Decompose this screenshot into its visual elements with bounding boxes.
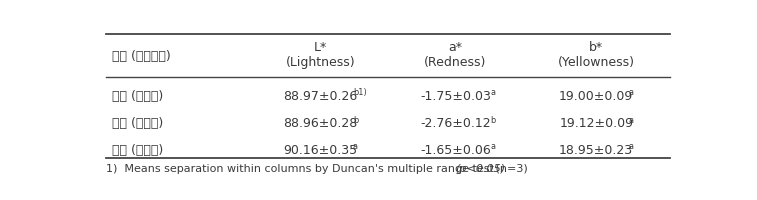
Text: 19.00±0.09: 19.00±0.09 xyxy=(559,90,634,103)
Text: (Lightness): (Lightness) xyxy=(285,56,355,69)
Text: 지역 (재배방법): 지역 (재배방법) xyxy=(112,50,171,63)
Text: a: a xyxy=(628,141,634,150)
Text: b1): b1) xyxy=(353,88,366,97)
Text: -1.65±0.06: -1.65±0.06 xyxy=(420,143,491,156)
Text: 88.96±0.28: 88.96±0.28 xyxy=(283,117,357,130)
Text: a: a xyxy=(628,88,634,97)
Text: 18.95±0.23: 18.95±0.23 xyxy=(559,143,634,156)
Text: 88.97±0.26: 88.97±0.26 xyxy=(283,90,357,103)
Text: (Redness): (Redness) xyxy=(424,56,487,69)
Text: (Yellowness): (Yellowness) xyxy=(558,56,634,69)
Text: a: a xyxy=(353,141,358,150)
Text: (n=3): (n=3) xyxy=(492,163,528,173)
Text: a: a xyxy=(491,88,496,97)
Text: b: b xyxy=(353,115,358,124)
Text: (p<0.05): (p<0.05) xyxy=(455,163,505,173)
Text: a*: a* xyxy=(448,41,463,54)
Text: L*: L* xyxy=(314,41,327,54)
Text: a: a xyxy=(628,115,634,124)
Text: 천안 (한지형): 천안 (한지형) xyxy=(112,90,164,103)
Text: 19.12±0.09: 19.12±0.09 xyxy=(559,117,634,130)
Text: -2.76±0.12: -2.76±0.12 xyxy=(420,117,491,130)
Text: b: b xyxy=(491,115,496,124)
Text: -1.75±0.03: -1.75±0.03 xyxy=(420,90,491,103)
Text: 1)  Means separation within columns by Duncan's multiple range test: 1) Means separation within columns by Du… xyxy=(106,163,498,173)
Text: 서산 (난지형): 서산 (난지형) xyxy=(112,143,164,156)
Text: b*: b* xyxy=(589,41,603,54)
Text: 90.16±0.35: 90.16±0.35 xyxy=(283,143,357,156)
Text: a: a xyxy=(491,141,496,150)
Text: 서산 (한지형): 서산 (한지형) xyxy=(112,117,164,130)
